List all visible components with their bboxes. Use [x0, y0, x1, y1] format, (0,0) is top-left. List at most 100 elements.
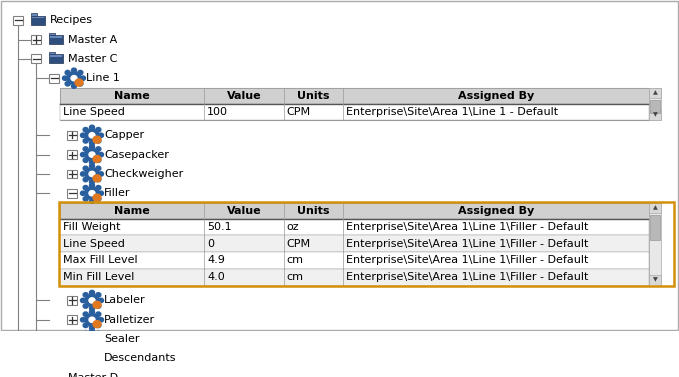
- Text: Line Speed: Line Speed: [63, 107, 125, 117]
- Text: Sealer: Sealer: [104, 334, 139, 344]
- Circle shape: [90, 160, 94, 165]
- Text: Line 1: Line 1: [86, 73, 120, 83]
- Circle shape: [81, 191, 86, 195]
- Circle shape: [65, 70, 70, 75]
- Circle shape: [71, 75, 77, 81]
- Text: Palletizer: Palletizer: [104, 315, 155, 325]
- Text: oz: oz: [287, 222, 299, 232]
- Text: ▼: ▼: [653, 113, 657, 118]
- Circle shape: [93, 301, 101, 308]
- Circle shape: [83, 185, 88, 190]
- Bar: [649, 110, 661, 120]
- Circle shape: [93, 136, 101, 143]
- Circle shape: [96, 139, 101, 143]
- Circle shape: [90, 345, 94, 349]
- Circle shape: [85, 187, 99, 199]
- Text: Master D: Master D: [68, 373, 118, 377]
- Circle shape: [83, 293, 88, 297]
- Circle shape: [93, 321, 101, 328]
- Text: Units: Units: [297, 206, 329, 216]
- Circle shape: [89, 152, 95, 157]
- Circle shape: [89, 317, 95, 322]
- Circle shape: [96, 293, 101, 297]
- Circle shape: [83, 342, 88, 347]
- Circle shape: [89, 336, 95, 342]
- Circle shape: [90, 310, 94, 314]
- Circle shape: [83, 331, 88, 336]
- Bar: [60, 88, 649, 104]
- Text: Max Fill Level: Max Fill Level: [63, 256, 138, 265]
- Circle shape: [71, 84, 77, 88]
- Text: Line Speed: Line Speed: [63, 239, 125, 249]
- Circle shape: [83, 147, 88, 151]
- Circle shape: [65, 81, 70, 86]
- Bar: [49, 35, 63, 44]
- Circle shape: [98, 317, 103, 322]
- Circle shape: [90, 325, 94, 330]
- Bar: [49, 52, 55, 54]
- Circle shape: [93, 340, 101, 347]
- Bar: [13, 16, 23, 25]
- Circle shape: [83, 127, 88, 132]
- Bar: [49, 54, 63, 63]
- Text: Fill Weight: Fill Weight: [63, 222, 120, 232]
- Circle shape: [75, 79, 83, 86]
- Circle shape: [71, 68, 77, 72]
- Text: Value: Value: [227, 91, 261, 101]
- Bar: [67, 131, 77, 140]
- Text: Min Fill Level: Min Fill Level: [63, 272, 134, 282]
- Circle shape: [89, 133, 95, 138]
- Text: ▲: ▲: [653, 206, 657, 211]
- Circle shape: [81, 152, 86, 157]
- Circle shape: [96, 177, 101, 182]
- Circle shape: [85, 168, 99, 180]
- Text: Filler: Filler: [104, 188, 130, 198]
- Text: Labeler: Labeler: [104, 296, 145, 305]
- Circle shape: [96, 185, 101, 190]
- Circle shape: [78, 70, 83, 75]
- Bar: [650, 215, 660, 240]
- Text: Units: Units: [297, 91, 329, 101]
- Text: cm: cm: [287, 272, 304, 282]
- Text: CPM: CPM: [287, 239, 311, 249]
- Bar: [649, 275, 661, 285]
- Bar: [67, 354, 77, 363]
- Circle shape: [96, 127, 101, 132]
- Bar: [67, 170, 77, 178]
- Circle shape: [83, 177, 88, 182]
- Text: 50.1: 50.1: [207, 222, 232, 232]
- Text: CPM: CPM: [287, 107, 311, 117]
- Circle shape: [67, 72, 81, 84]
- Text: Capper: Capper: [104, 130, 144, 140]
- Circle shape: [83, 304, 88, 308]
- Bar: [85, 354, 99, 363]
- Bar: [60, 203, 649, 285]
- Bar: [50, 374, 62, 376]
- Bar: [31, 13, 37, 16]
- Bar: [60, 219, 649, 235]
- Text: Enterprise\Site\Area 1\Line 1\Filler - Default: Enterprise\Site\Area 1\Line 1\Filler - D…: [346, 239, 588, 249]
- Circle shape: [90, 183, 94, 187]
- Circle shape: [96, 166, 101, 170]
- Circle shape: [96, 304, 101, 308]
- Text: 100: 100: [207, 107, 228, 117]
- Circle shape: [83, 139, 88, 143]
- Circle shape: [90, 144, 94, 149]
- Text: ▼: ▼: [653, 278, 657, 283]
- Circle shape: [85, 333, 99, 345]
- Text: Casepacker: Casepacker: [104, 150, 169, 159]
- Circle shape: [90, 141, 94, 146]
- Circle shape: [81, 337, 86, 341]
- Bar: [60, 252, 649, 269]
- Text: 4.0: 4.0: [207, 272, 225, 282]
- Bar: [49, 74, 59, 83]
- Text: Descendants: Descendants: [104, 353, 177, 363]
- Bar: [67, 189, 77, 198]
- Circle shape: [90, 180, 94, 184]
- Bar: [50, 36, 62, 38]
- Bar: [31, 373, 41, 377]
- Circle shape: [85, 129, 99, 141]
- Circle shape: [81, 76, 86, 80]
- Text: Enterprise\Site\Area 1\Line 1\Filler - Default: Enterprise\Site\Area 1\Line 1\Filler - D…: [346, 256, 588, 265]
- Text: Assigned By: Assigned By: [458, 91, 534, 101]
